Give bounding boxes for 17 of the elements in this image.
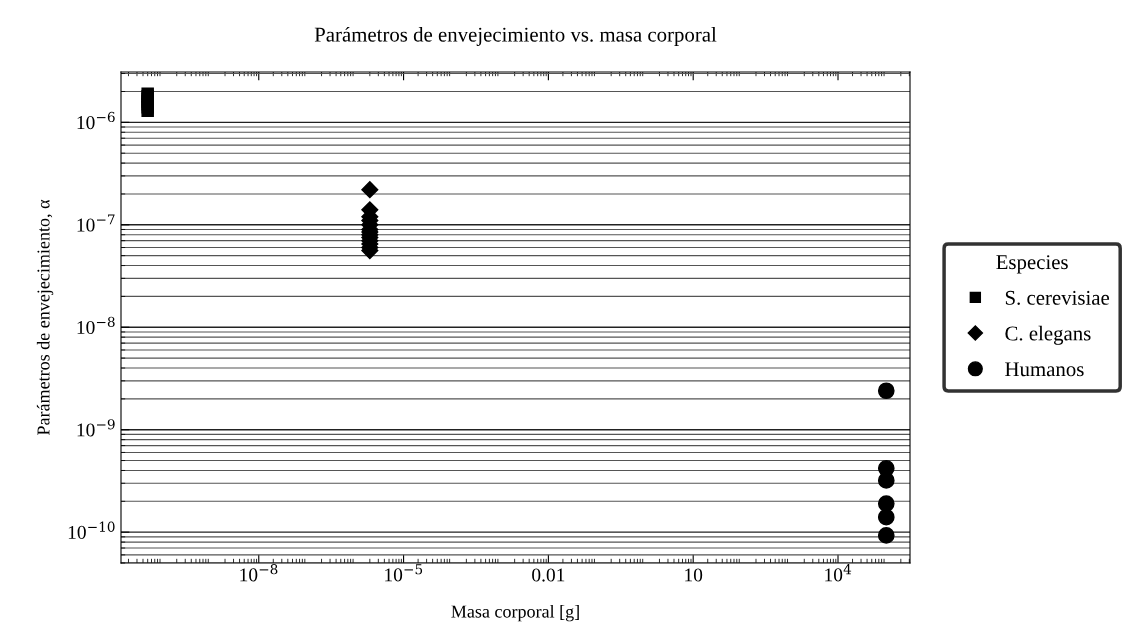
x-tick-label: 10$^{4}$ bbox=[825, 564, 852, 582]
legend-label: S. cerevisiae bbox=[1005, 290, 1110, 305]
x-tick-label: 10$^{−5}$ bbox=[385, 564, 423, 582]
y-tick-label: 10$^{−8}$ bbox=[77, 316, 115, 335]
x-tick-label: 0.01 bbox=[532, 568, 565, 582]
legend-title: Especies bbox=[996, 255, 1068, 274]
x-axis-title: Masa corporal [g] bbox=[451, 604, 579, 622]
x-tick-label: 10$^{−8}$ bbox=[240, 564, 278, 582]
y-tick-label: 10$^{−6}$ bbox=[77, 111, 115, 130]
chart-title: Parámetros de envejecimiento vs. masa corporal bbox=[314, 26, 717, 46]
y-tick-label: 10$^{−10}$ bbox=[68, 521, 115, 539]
y-tick-label: 10$^{−7}$ bbox=[77, 214, 115, 232]
y-tick-label: 10$^{−9}$ bbox=[77, 419, 115, 437]
x-tick-label: 10 bbox=[685, 568, 703, 582]
legend-label: Humanos bbox=[1005, 362, 1084, 377]
y-axis-title: Parámetros de envejecimiento, α bbox=[36, 199, 54, 436]
legend-label: C. elegans bbox=[1005, 325, 1091, 345]
